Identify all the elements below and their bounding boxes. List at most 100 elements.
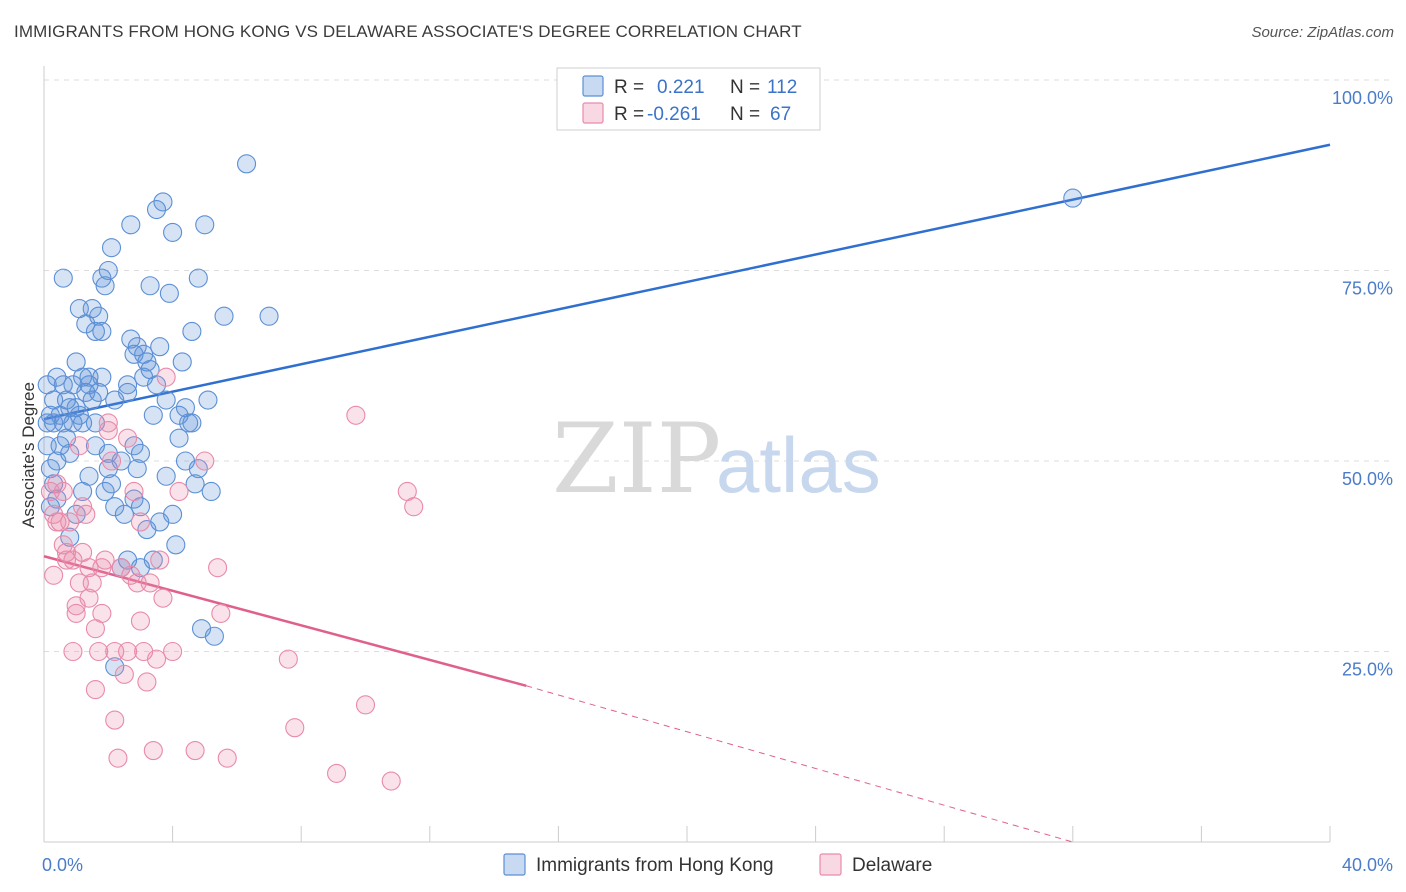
point-hong-kong xyxy=(82,390,102,410)
point-hong-kong xyxy=(143,405,163,425)
point-hong-kong xyxy=(92,321,112,342)
point-delaware xyxy=(105,710,125,730)
point-delaware xyxy=(69,436,89,456)
point-hong-kong xyxy=(188,268,208,288)
point-hong-kong xyxy=(95,276,115,296)
point-hong-kong xyxy=(37,413,57,433)
legend-n-label: N = xyxy=(730,104,760,125)
point-hong-kong xyxy=(146,199,167,220)
chart-source: Source: ZipAtlas.com xyxy=(1251,24,1394,41)
point-delaware xyxy=(381,771,401,791)
point-hong-kong xyxy=(121,329,141,349)
point-delaware xyxy=(137,672,157,692)
trend-line-delaware xyxy=(43,555,527,687)
point-hong-kong xyxy=(163,504,183,524)
point-hong-kong xyxy=(124,489,144,509)
point-delaware xyxy=(98,420,118,441)
point-hong-kong xyxy=(163,222,183,242)
point-hong-kong xyxy=(118,382,138,402)
bottom-legend-label-delaware: Delaware xyxy=(852,855,932,876)
point-delaware xyxy=(63,641,83,662)
point-delaware xyxy=(73,497,93,517)
legend-frame xyxy=(556,67,821,131)
legend-n-value: 112 xyxy=(767,77,797,98)
legend-box: R = 0.221 N = 112 R = -0.261 N = 67 xyxy=(556,67,821,131)
point-hong-kong xyxy=(47,367,67,387)
point-hong-kong xyxy=(101,474,122,494)
point-hong-kong xyxy=(130,558,150,578)
point-delaware xyxy=(130,512,150,532)
point-delaware xyxy=(124,481,144,502)
point-delaware xyxy=(108,748,128,768)
point-delaware xyxy=(211,603,231,623)
watermark-atlas: atlas xyxy=(716,421,881,509)
point-hong-kong xyxy=(98,260,118,281)
point-delaware xyxy=(169,481,189,502)
legend-r-label: R = xyxy=(614,77,644,98)
point-hong-kong xyxy=(53,268,73,288)
point-delaware xyxy=(140,573,160,593)
point-hong-kong xyxy=(137,352,157,372)
data-points xyxy=(37,154,1083,791)
point-hong-kong xyxy=(182,413,202,433)
point-delaware xyxy=(82,573,102,593)
legend-swatch-pink xyxy=(582,102,604,124)
point-hong-kong xyxy=(89,382,109,402)
point-hong-kong xyxy=(1063,188,1083,208)
point-hong-kong xyxy=(47,489,67,509)
point-hong-kong xyxy=(60,527,80,547)
point-hong-kong xyxy=(198,390,218,410)
point-hong-kong xyxy=(114,504,134,524)
legend-r-value: -0.261 xyxy=(647,104,701,125)
point-delaware xyxy=(56,542,77,562)
point-hong-kong xyxy=(79,375,99,395)
point-hong-kong xyxy=(146,375,167,395)
point-hong-kong xyxy=(73,481,93,502)
point-delaware xyxy=(208,558,228,578)
point-delaware xyxy=(101,451,122,471)
y-tick-label: 100.0% xyxy=(1332,88,1393,108)
point-hong-kong xyxy=(82,299,102,319)
legend-n-value: 67 xyxy=(770,104,791,125)
trend-line-delaware-extension xyxy=(526,685,1073,843)
point-hong-kong xyxy=(105,657,125,677)
point-hong-kong xyxy=(95,481,115,502)
point-hong-kong xyxy=(85,321,105,342)
point-hong-kong xyxy=(195,215,215,235)
point-delaware xyxy=(163,641,183,662)
y-tick-labels: 100.0% 75.0% 50.0% 25.0% xyxy=(1332,88,1393,680)
watermark: ZIP atlas xyxy=(552,403,881,515)
point-delaware xyxy=(95,550,115,570)
point-delaware xyxy=(217,748,237,768)
point-hong-kong xyxy=(127,337,147,357)
y-axis-label: Associate's Degree xyxy=(19,382,38,528)
point-hong-kong xyxy=(53,375,73,395)
point-delaware xyxy=(285,718,305,738)
point-delaware xyxy=(53,535,73,555)
point-delaware xyxy=(79,588,99,608)
point-hong-kong xyxy=(47,451,67,471)
point-hong-kong xyxy=(153,192,173,212)
point-delaware xyxy=(153,588,173,608)
point-delaware xyxy=(195,451,215,471)
point-hong-kong xyxy=(188,459,208,479)
point-delaware xyxy=(66,603,86,623)
point-delaware xyxy=(56,550,77,570)
legend-r-label: R = xyxy=(614,104,644,125)
point-delaware xyxy=(111,558,131,578)
point-delaware xyxy=(92,558,112,578)
point-hong-kong xyxy=(69,405,89,425)
point-hong-kong xyxy=(185,474,205,494)
point-hong-kong xyxy=(44,413,64,433)
point-delaware xyxy=(53,481,73,502)
point-hong-kong xyxy=(156,390,176,410)
point-hong-kong xyxy=(37,375,57,395)
bottom-legend: Immigrants from Hong Kong Delaware xyxy=(503,853,932,876)
point-hong-kong xyxy=(127,459,147,479)
point-hong-kong xyxy=(172,352,192,372)
legend-n-label: N = xyxy=(730,77,760,98)
point-delaware xyxy=(130,611,150,631)
point-delaware xyxy=(63,550,83,570)
point-delaware xyxy=(346,405,366,425)
point-delaware xyxy=(118,428,138,448)
